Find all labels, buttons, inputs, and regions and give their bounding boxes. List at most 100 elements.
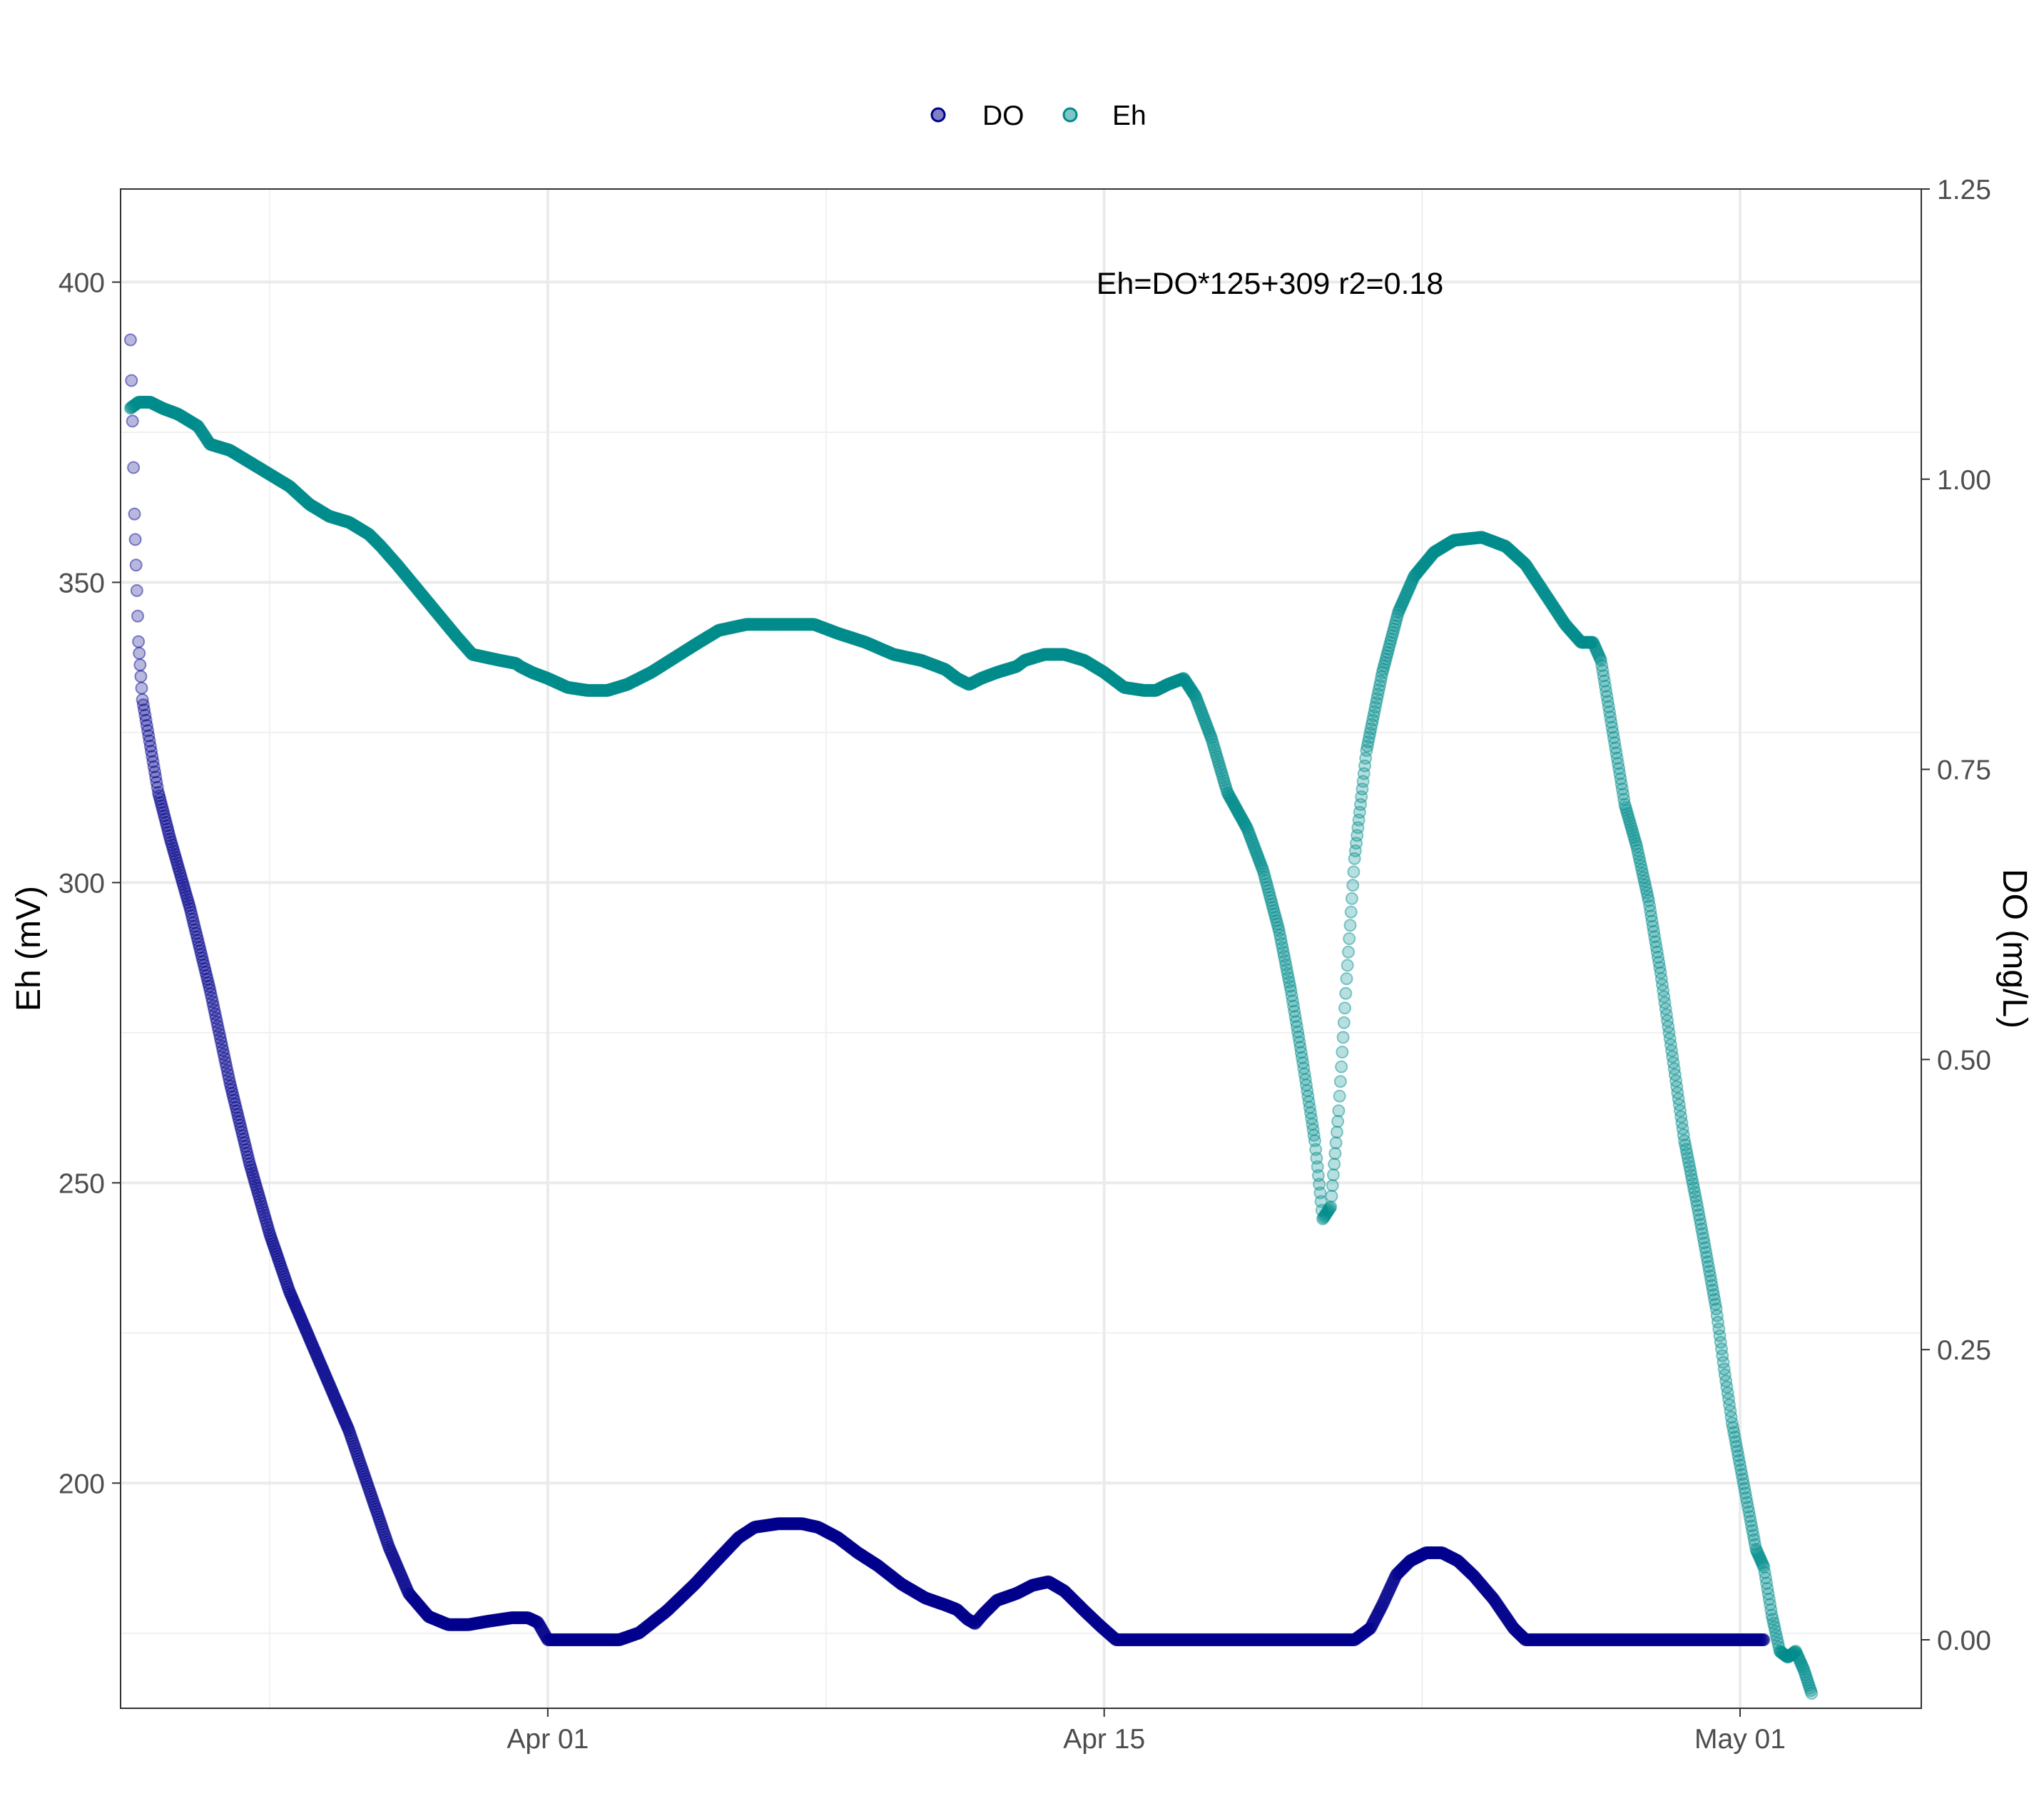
data-point-eh	[1340, 972, 1353, 986]
data-point-do	[151, 780, 164, 794]
data-point-do	[478, 1615, 492, 1628]
data-point-do	[698, 1566, 712, 1579]
data-point-do	[716, 1547, 730, 1561]
data-point-do	[397, 1576, 411, 1590]
data-point-do	[330, 1394, 343, 1407]
data-point-do	[342, 1424, 356, 1438]
data-point-do	[325, 1384, 339, 1397]
data-point-do	[655, 1608, 668, 1622]
data-point-do	[307, 1342, 320, 1355]
data-point-do	[391, 1561, 405, 1574]
data-point-do	[179, 887, 193, 900]
data-point-do	[713, 1550, 727, 1563]
data-point-do	[237, 1133, 250, 1146]
data-point-do	[188, 923, 202, 937]
data-point-eh	[1330, 1126, 1343, 1139]
data-point-do	[474, 1616, 488, 1629]
data-point-do	[502, 1611, 515, 1625]
data-point-do	[221, 1068, 235, 1081]
legend-key-do	[930, 107, 946, 123]
y-tick-label: 350	[59, 568, 105, 598]
data-point-do	[209, 1011, 223, 1025]
data-point-do	[459, 1618, 472, 1631]
data-point-do	[280, 1277, 294, 1291]
data-point-do	[407, 1593, 421, 1606]
data-point-do	[382, 1540, 395, 1553]
data-point-do	[703, 1561, 716, 1575]
data-point-do	[462, 1618, 476, 1631]
data-point-do	[638, 1622, 651, 1636]
data-point-do	[444, 1618, 457, 1631]
data-point-eh	[1332, 1104, 1346, 1118]
data-point-do	[412, 1598, 426, 1612]
data-point-do	[572, 1633, 586, 1646]
data-point-do	[470, 1616, 484, 1630]
data-point-do	[546, 1633, 560, 1646]
data-point-do	[600, 1633, 614, 1646]
data-point-do	[192, 937, 205, 951]
data-point-do	[736, 1528, 750, 1541]
data-point-do	[667, 1598, 681, 1611]
data-point-do	[485, 1614, 499, 1628]
data-point-do	[666, 1598, 680, 1612]
data-point-do	[168, 847, 181, 861]
data-point-do	[637, 1623, 650, 1636]
data-point-do	[576, 1633, 589, 1646]
data-point-do	[464, 1618, 478, 1631]
data-point-do	[531, 1616, 544, 1629]
data-point-do	[731, 1532, 744, 1546]
data-point-do	[452, 1618, 466, 1631]
data-point-do	[174, 869, 188, 882]
data-point-do	[186, 912, 200, 926]
data-point-do	[631, 1627, 644, 1641]
data-point-do	[755, 1519, 768, 1533]
data-point-do	[372, 1512, 386, 1526]
data-point-do	[708, 1556, 722, 1569]
data-point-do	[294, 1311, 307, 1325]
data-point-do	[726, 1537, 739, 1551]
data-point-do	[258, 1209, 271, 1222]
data-point-do	[270, 1247, 283, 1260]
data-point-do	[289, 1299, 302, 1312]
data-point-do	[617, 1631, 631, 1645]
data-point-do	[533, 1619, 546, 1632]
data-point-do	[499, 1612, 512, 1626]
data-point-do	[683, 1581, 697, 1595]
data-point-do	[565, 1633, 579, 1646]
data-point-do	[587, 1633, 601, 1646]
data-point-do	[657, 1607, 671, 1621]
data-point-do	[194, 944, 207, 958]
data-point-do	[359, 1472, 372, 1486]
data-point-do	[529, 1614, 542, 1628]
data-point-do	[503, 1611, 516, 1625]
y2-tick-label: 0.75	[1937, 755, 1991, 786]
data-point-do	[436, 1616, 449, 1629]
data-point-do	[768, 1518, 781, 1531]
data-point-do	[698, 1567, 711, 1581]
data-point-do	[187, 916, 200, 929]
data-point-do	[400, 1583, 414, 1596]
data-point-do	[282, 1282, 295, 1296]
data-point-do	[133, 646, 146, 660]
data-point-do	[591, 1633, 604, 1646]
data-point-do	[668, 1596, 681, 1610]
data-point-do	[154, 796, 168, 810]
data-point-do	[446, 1618, 459, 1631]
data-point-do	[143, 740, 157, 753]
data-point-do	[598, 1633, 611, 1646]
data-point-do	[733, 1531, 746, 1544]
data-point-eh	[1331, 1115, 1345, 1128]
data-point-do	[340, 1420, 354, 1434]
data-point-eh	[1326, 1168, 1340, 1182]
data-point-do	[479, 1615, 493, 1628]
data-point-do	[671, 1594, 684, 1608]
data-point-do	[761, 1519, 775, 1532]
data-point-do	[220, 1064, 234, 1077]
data-point-do	[666, 1599, 679, 1613]
data-point-do	[288, 1297, 301, 1310]
y2-tick-label: 0.00	[1937, 1626, 1991, 1656]
data-point-do	[257, 1205, 270, 1219]
data-point-do	[355, 1459, 368, 1473]
data-point-do	[380, 1535, 394, 1549]
data-point-do	[146, 755, 160, 768]
